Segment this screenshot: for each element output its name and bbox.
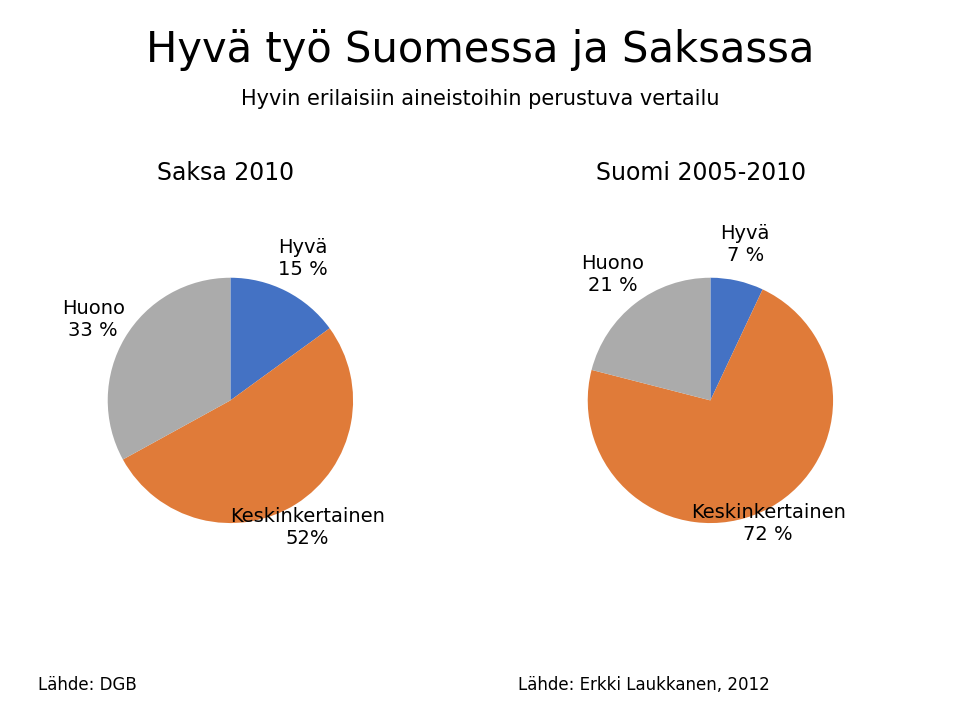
Text: Saksa 2010: Saksa 2010 [157, 161, 294, 185]
Text: Huono
21 %: Huono 21 % [581, 254, 644, 295]
Text: Keskinkertainen
52%: Keskinkertainen 52% [229, 507, 385, 548]
Text: Suomi 2005-2010: Suomi 2005-2010 [596, 161, 805, 185]
Wedge shape [230, 277, 329, 400]
Text: Hyvä
7 %: Hyvä 7 % [721, 225, 770, 265]
Text: Hyvä työ Suomessa ja Saksassa: Hyvä työ Suomessa ja Saksassa [146, 29, 814, 71]
Text: Keskinkertainen
72 %: Keskinkertainen 72 % [690, 503, 846, 543]
Text: Lähde: DGB: Lähde: DGB [38, 676, 137, 694]
Text: Huono
33 %: Huono 33 % [61, 299, 125, 340]
Wedge shape [108, 277, 230, 460]
Wedge shape [588, 290, 833, 523]
Wedge shape [591, 277, 710, 400]
Wedge shape [710, 277, 762, 400]
Wedge shape [123, 328, 353, 523]
Text: Hyvä
15 %: Hyvä 15 % [278, 238, 327, 279]
Text: Lähde: Erkki Laukkanen, 2012: Lähde: Erkki Laukkanen, 2012 [518, 676, 770, 694]
Text: Hyvin erilaisiin aineistoihin perustuva vertailu: Hyvin erilaisiin aineistoihin perustuva … [241, 89, 719, 109]
